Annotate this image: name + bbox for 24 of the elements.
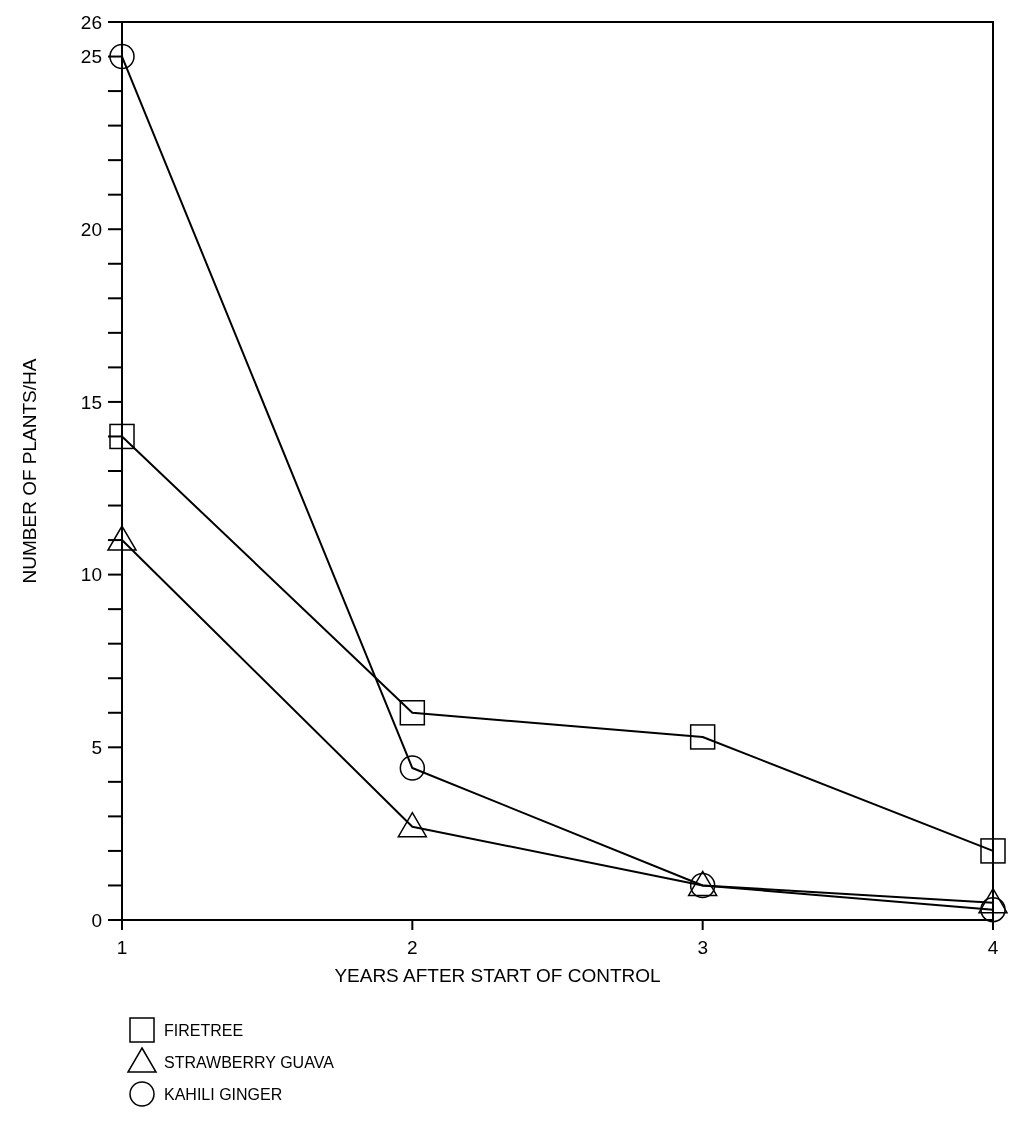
point <box>399 700 426 726</box>
y-axis-title: NUMBER OF PLANTS/HA <box>19 358 40 584</box>
point <box>397 812 428 838</box>
legend-label: KAHILI GINGER <box>164 1085 283 1103</box>
x-tick-label: 4 <box>987 937 999 958</box>
point <box>980 896 1006 923</box>
y-tick-label: 5 <box>91 736 102 758</box>
legend-label: FIRETREE <box>164 1021 244 1039</box>
point <box>107 525 137 551</box>
x-axis-title: YEARS AFTER START OF CONTROL <box>334 965 661 986</box>
x-tick-label: 2 <box>407 937 418 958</box>
y-tick-label: 26 <box>80 11 102 33</box>
x-tick-label: 3 <box>697 937 708 958</box>
y-tick-label: 10 <box>80 564 102 586</box>
x-tick-label: 1 <box>116 937 128 958</box>
point <box>399 755 426 781</box>
legend-label: STRAWBERRY GUAVA <box>164 1053 335 1071</box>
point <box>689 724 716 750</box>
y-tick-label: 20 <box>80 218 102 240</box>
point <box>980 838 1006 864</box>
y-tick-label: 0 <box>91 909 102 931</box>
point <box>978 887 1008 914</box>
y-tick-label: 25 <box>80 46 102 68</box>
y-tick-label: 15 <box>80 391 102 413</box>
